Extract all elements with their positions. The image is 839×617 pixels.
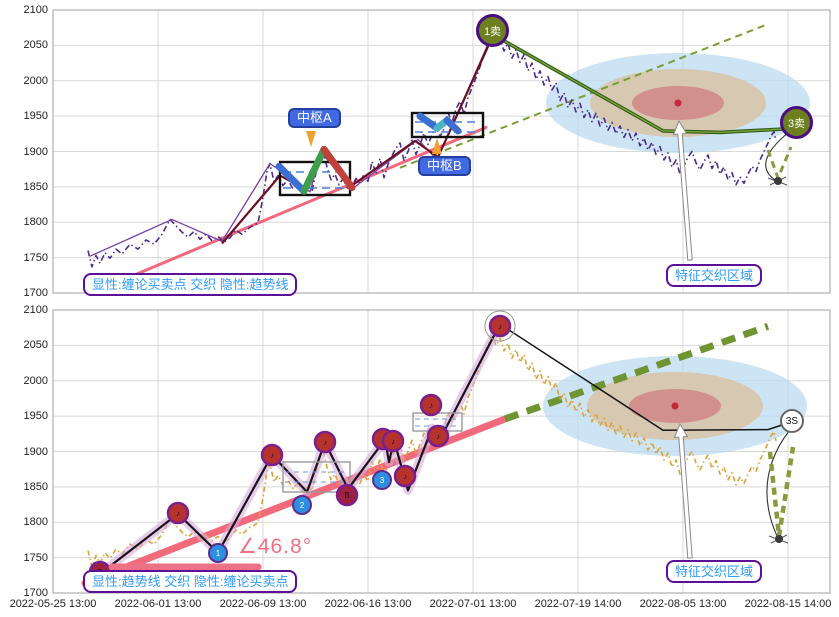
x-axis-label: 2022-06-09 13:00 [219, 598, 307, 610]
sell-marker-glyph: ♪ [176, 509, 180, 518]
trend-angle-label: ∠46.8° [238, 535, 313, 558]
y-axis-label: 1950 [23, 110, 48, 123]
sell-marker-glyph: ♪ [391, 437, 395, 446]
buy-marker[interactable] [372, 470, 392, 490]
sell-marker[interactable] [426, 424, 450, 448]
b-marker[interactable] [335, 483, 359, 507]
buy-marker-number: 2 [300, 501, 305, 510]
sell-marker-glyph: ♪ [403, 472, 407, 481]
peak-sell-marker-glyph: ♪ [498, 322, 502, 331]
trend-line-top [108, 125, 488, 287]
y-axis-label: 2000 [23, 374, 48, 387]
pivot-stroke [320, 145, 356, 192]
sell-marker[interactable] [419, 393, 443, 417]
pivot-stroke [443, 116, 462, 135]
trend-line-extension-top [399, 23, 767, 169]
x-axis-label: 2022-07-01 13:00 [429, 598, 517, 610]
feature-region-center-dot [671, 402, 679, 410]
pivot-stroke [300, 145, 328, 195]
plot-border-bottom [52, 309, 831, 594]
terminal-curve [765, 131, 790, 181]
y-axis-label: 1900 [23, 145, 48, 158]
pivot-a-label: 中枢A [288, 108, 341, 128]
y-axis-label: 1850 [23, 180, 48, 193]
y-axis-label: 1750 [23, 251, 48, 264]
sell-marker[interactable] [381, 429, 405, 453]
pivot-a-arrow-icon [306, 131, 316, 147]
sell-marker[interactable] [260, 443, 284, 467]
terminal-curve [766, 430, 790, 537]
sell-marker[interactable] [313, 430, 337, 454]
sell-marker-glyph: ♪ [323, 438, 327, 447]
buy-marker[interactable] [208, 543, 228, 563]
terminal-dot [774, 177, 782, 185]
price-line-top [87, 33, 777, 268]
y-axis-label: 1850 [23, 480, 48, 493]
buy-marker-number: 1 [216, 549, 221, 558]
sell-marker-glyph: ♪ [429, 401, 433, 410]
x-axis-label: 2022-07-19 14:00 [534, 598, 622, 610]
x-axis-label: 2022-06-16 13:00 [324, 598, 412, 610]
feature-sequence-line [499, 323, 784, 432]
buy-marker-number: 3 [380, 476, 385, 485]
trend-line-extension-bottom [503, 322, 770, 423]
b-marker-glyph: B [344, 491, 349, 500]
y-axis-label: 1700 [23, 287, 48, 299]
x-axis-label: 2022-08-05 13:00 [639, 598, 727, 610]
plot-border-top [52, 9, 831, 294]
peak-ring [484, 310, 516, 342]
y-axis-label: 2100 [23, 4, 48, 16]
y-axis-label: 2050 [23, 39, 48, 52]
y-axis-label: 1750 [23, 551, 48, 564]
price-line-bottom [87, 333, 777, 568]
sell-point-3s-badge[interactable]: 3S [780, 409, 804, 433]
x-axis-label: 2022-08-15 14:00 [744, 598, 832, 610]
y-axis-label: 1950 [23, 410, 48, 423]
y-axis-label: 1800 [23, 516, 48, 529]
y-axis-label: 1800 [23, 216, 48, 229]
y-axis-label: 2100 [23, 304, 48, 316]
pivot-stroke [275, 162, 308, 195]
feature-region-center-dot [674, 99, 682, 107]
terminal-dot [775, 535, 783, 543]
peak-sell-marker[interactable] [488, 314, 512, 338]
feature-region-label-bottom: 特征交织区域 [666, 560, 763, 583]
sell-point-1-badge[interactable]: 1卖 [476, 14, 509, 47]
feature-region-arrow [673, 422, 693, 559]
y-axis-label: 1700 [23, 587, 48, 599]
pivot-b-label: 中枢B [418, 156, 471, 176]
y-axis-label: 2000 [23, 74, 48, 87]
sell-point-3-badge[interactable]: 3卖 [780, 106, 813, 139]
y-axis-label: 2050 [23, 339, 48, 352]
pivot-b-arrow-icon [432, 138, 442, 154]
legend-note-bottom: 显性:趋势线 交织 隐性:缠论买卖点 [83, 570, 298, 593]
sell-marker[interactable] [166, 501, 190, 525]
legend-note-top: 显性:缠论买卖点 交织 隐性:趋势线 [83, 273, 298, 296]
sell-marker-glyph: ♪ [270, 451, 274, 460]
pivot-box-1 [410, 111, 485, 139]
sell-marker-glyph: ♪ [436, 432, 440, 441]
x-axis-label: 2022-05-25 13:00 [9, 598, 97, 610]
x-axis-label: 2022-06-01 13:00 [114, 598, 202, 610]
buy-marker[interactable] [292, 495, 312, 515]
feature-region-label-top: 特征交织区域 [666, 264, 763, 287]
feature-region-arrow [672, 119, 693, 261]
implicit-pivot-box-0 [282, 461, 351, 493]
sell-marker[interactable] [393, 464, 417, 488]
feature-sequence-line-inner [496, 36, 787, 134]
y-axis-label: 1900 [23, 445, 48, 458]
